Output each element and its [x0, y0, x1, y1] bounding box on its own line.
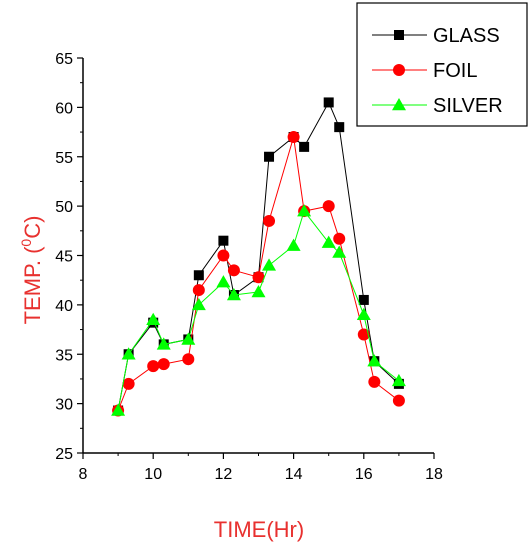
data-point-silver: [226, 288, 241, 301]
y-axis-title: TEMP. (0C): [18, 216, 45, 325]
data-point-silver: [216, 275, 231, 288]
x-tick-label: 10: [144, 466, 162, 483]
data-point-glass: [264, 151, 275, 162]
data-point-glass: [193, 270, 204, 281]
data-point-glass: [334, 122, 345, 133]
x-tick-label: 16: [355, 466, 373, 483]
data-point-silver: [121, 347, 136, 360]
legend: GLASS FOIL SILVER: [356, 2, 528, 127]
legend-marker-foil: [393, 64, 405, 76]
x-axis-title: TIME(Hr): [214, 517, 304, 542]
data-point-silver: [262, 258, 277, 271]
y-tick-label: 30: [55, 397, 73, 414]
axes: 25 30 35 40 45 50 55 60 65 8 10 12 14 16 18: [55, 51, 443, 483]
data-point-silver: [391, 373, 406, 387]
data-point-silver: [332, 245, 347, 258]
data-point-silver: [367, 354, 382, 367]
data-point-silver: [181, 332, 196, 345]
y-axis-title-prefix: TEMP. (: [20, 246, 45, 325]
x-tick-label: 18: [425, 466, 443, 483]
legend-item-foil: FOIL: [372, 60, 477, 82]
data-point-foil: [287, 131, 300, 143]
y-tick-label: 40: [55, 298, 73, 315]
series-foil: [112, 131, 405, 417]
data-point-silver: [286, 238, 301, 251]
data-point-silver: [297, 204, 312, 217]
data-point-silver: [191, 297, 206, 311]
data-point-glass: [218, 235, 229, 246]
legend-item-glass: GLASS: [372, 25, 500, 47]
data-point-foil: [368, 375, 381, 388]
legend-label-foil: FOIL: [433, 60, 477, 82]
data-point-silver: [321, 235, 336, 248]
data-point-silver: [146, 312, 161, 325]
y-tick-label: 25: [55, 446, 73, 463]
legend-marker-silver: [392, 98, 406, 111]
legend-marker-glass: [394, 30, 404, 40]
x-tick-label: 8: [79, 466, 88, 483]
y-axis-title-superscript: 0: [18, 239, 34, 247]
data-point-foil: [182, 353, 195, 366]
data-point-foil: [252, 271, 265, 284]
data-point-foil: [392, 394, 405, 407]
legend-item-silver: SILVER: [372, 95, 503, 117]
series-silver: [111, 204, 406, 416]
series-layer: [111, 97, 406, 417]
data-point-foil: [192, 284, 205, 297]
data-point-foil: [333, 232, 346, 245]
data-point-silver: [251, 285, 266, 298]
data-point-foil: [263, 214, 276, 227]
data-point-foil: [227, 264, 240, 277]
y-tick-label: 35: [55, 347, 73, 364]
data-point-foil: [357, 328, 370, 341]
data-point-foil: [157, 358, 170, 371]
series-line-silver: [117, 210, 400, 411]
y-tick-label: 65: [55, 51, 73, 68]
data-point-foil: [217, 249, 230, 262]
data-point-foil: [122, 377, 135, 390]
data-point-silver: [111, 403, 126, 416]
data-point-foil: [322, 200, 335, 213]
y-axis-title-suffix: C): [20, 216, 45, 239]
data-point-silver: [156, 337, 171, 350]
legend-label-silver: SILVER: [433, 95, 503, 117]
x-tick-label: 12: [215, 466, 233, 483]
y-tick-label: 55: [55, 150, 73, 167]
data-point-glass: [299, 141, 310, 152]
x-tick-label: 14: [285, 466, 303, 483]
y-tick-label: 50: [55, 199, 73, 216]
y-tick-label: 45: [55, 249, 73, 266]
legend-label-glass: GLASS: [433, 25, 500, 47]
y-tick-label: 60: [55, 100, 73, 117]
data-point-glass: [358, 294, 369, 305]
data-point-glass: [323, 97, 334, 108]
data-point-foil: [147, 360, 160, 373]
data-point-silver: [356, 307, 371, 320]
